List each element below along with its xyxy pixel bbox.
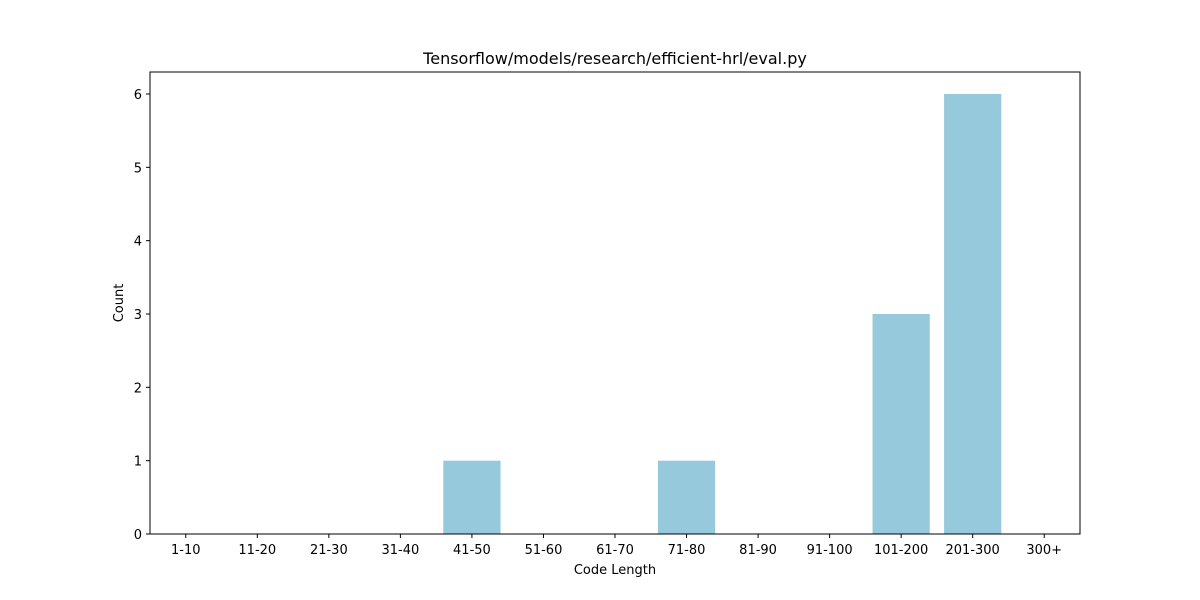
y-tick-label: 2	[134, 381, 142, 396]
chart-title: Tensorflow/models/research/efficient-hrl…	[422, 49, 807, 68]
y-axis: 0 1 2 3 4 5 6	[134, 88, 150, 543]
bar-201-300	[944, 94, 1002, 534]
x-tick-label: 51-60	[525, 543, 563, 558]
plot-frame	[149, 71, 1081, 535]
y-tick-label: 4	[134, 235, 142, 250]
bar-101-200	[872, 314, 930, 534]
y-axis-label: Count	[112, 284, 127, 323]
bars-group	[443, 94, 1002, 534]
bar-71-80	[657, 460, 716, 534]
x-axis-label: Code Length	[574, 563, 656, 578]
y-tick-label: 1	[134, 455, 142, 470]
x-tick-label: 101-200	[874, 543, 928, 558]
x-tick-label: 61-70	[596, 543, 634, 558]
x-tick-label: 21-30	[310, 543, 348, 558]
x-axis: 1-10 11-20 21-30 31-40 41-50 51-60 61-70 71-80 8…	[171, 534, 1062, 558]
x-tick-label: 71-80	[668, 543, 706, 558]
x-tick-label: 300+	[1026, 543, 1062, 558]
y-tick-label: 5	[134, 161, 142, 176]
x-tick-label: 41-50	[453, 543, 491, 558]
y-tick-label: 0	[134, 528, 142, 543]
x-tick-label: 201-300	[946, 543, 1000, 558]
y-tick-label: 3	[134, 308, 142, 323]
bar-41-50	[443, 460, 501, 534]
x-tick-label: 11-20	[238, 543, 276, 558]
x-tick-label: 31-40	[381, 543, 419, 558]
y-tick-label: 6	[134, 88, 142, 103]
x-tick-label: 1-10	[171, 543, 201, 558]
x-tick-label: 91-100	[807, 543, 853, 558]
x-tick-label: 81-90	[739, 543, 777, 558]
